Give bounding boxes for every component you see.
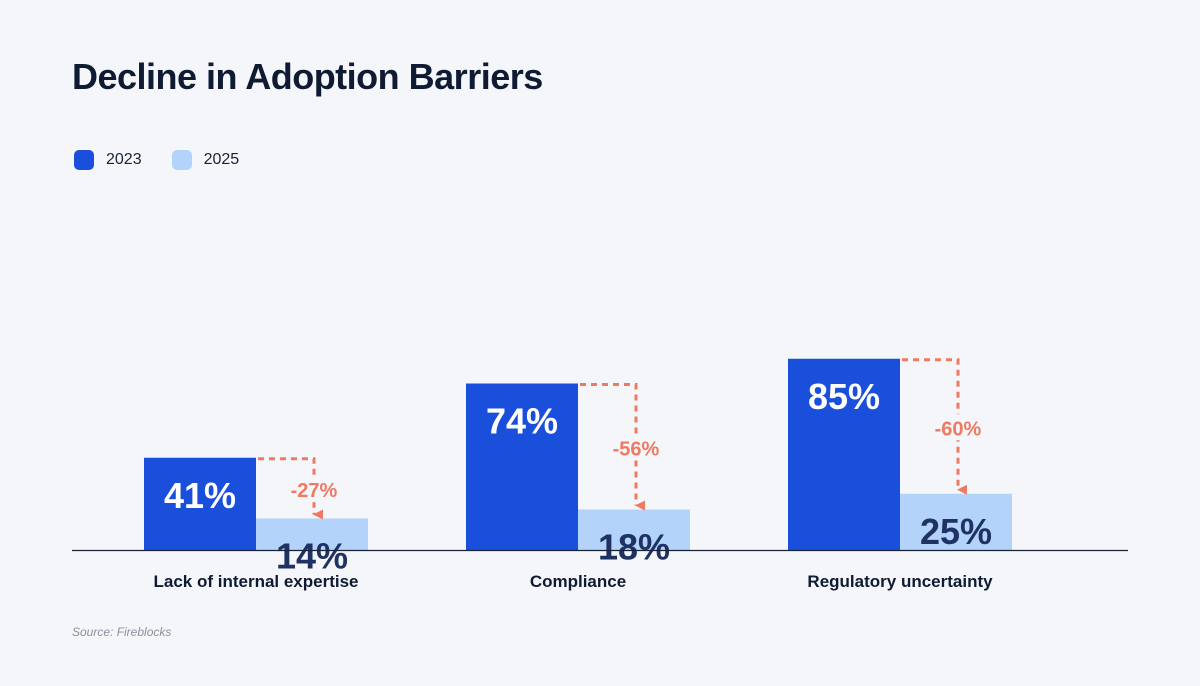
value-label-2023-compliance: 74% — [486, 401, 558, 442]
value-label-2025-compliance: 18% — [598, 527, 670, 568]
bar-2023-lack-of-internal-expertise — [144, 457, 256, 550]
change-label-bg-lack-of-internal-expertise — [282, 476, 346, 503]
change-label-regulatory-uncertainty: -60% — [935, 418, 982, 440]
change-label-bg-compliance — [604, 434, 668, 461]
legend-label-2025: 2025 — [203, 151, 240, 168]
bar-2023-regulatory-uncertainty — [788, 358, 900, 550]
value-label-2023-regulatory-uncertainty: 85% — [808, 376, 880, 417]
category-label-compliance: Compliance — [530, 572, 626, 591]
category-label-regulatory-uncertainty: Regulatory uncertainty — [807, 572, 993, 591]
change-arrow-compliance — [580, 383, 645, 511]
source-note: Source: Fireblocks — [72, 625, 172, 639]
category-label-lack-of-internal-expertise: Lack of internal expertise — [153, 572, 358, 591]
bar-2025-regulatory-uncertainty — [900, 493, 1012, 550]
bar-2023-compliance — [466, 383, 578, 550]
bar-2025-lack-of-internal-expertise — [256, 518, 368, 550]
chart-title: Decline in Adoption Barriers — [72, 56, 543, 97]
value-label-2025-regulatory-uncertainty: 25% — [920, 511, 992, 552]
change-label-compliance: -56% — [613, 439, 660, 461]
bar-2025-compliance — [578, 509, 690, 550]
value-label-2023-lack-of-internal-expertise: 41% — [164, 475, 236, 516]
legend-label-2023: 2023 — [106, 151, 142, 168]
chart-legend: 2023 2025 — [74, 150, 269, 170]
legend-swatch-2025 — [171, 150, 192, 170]
legend-item-2023: 2023 — [74, 150, 142, 170]
change-arrow-regulatory-uncertainty — [902, 358, 967, 495]
legend-swatch-2023 — [74, 150, 94, 170]
legend-item-2025: 2025 — [171, 150, 240, 170]
value-label-2025-lack-of-internal-expertise: 14% — [276, 536, 348, 577]
change-label-bg-regulatory-uncertainty — [926, 414, 990, 441]
change-label-lack-of-internal-expertise: -27% — [291, 480, 338, 502]
